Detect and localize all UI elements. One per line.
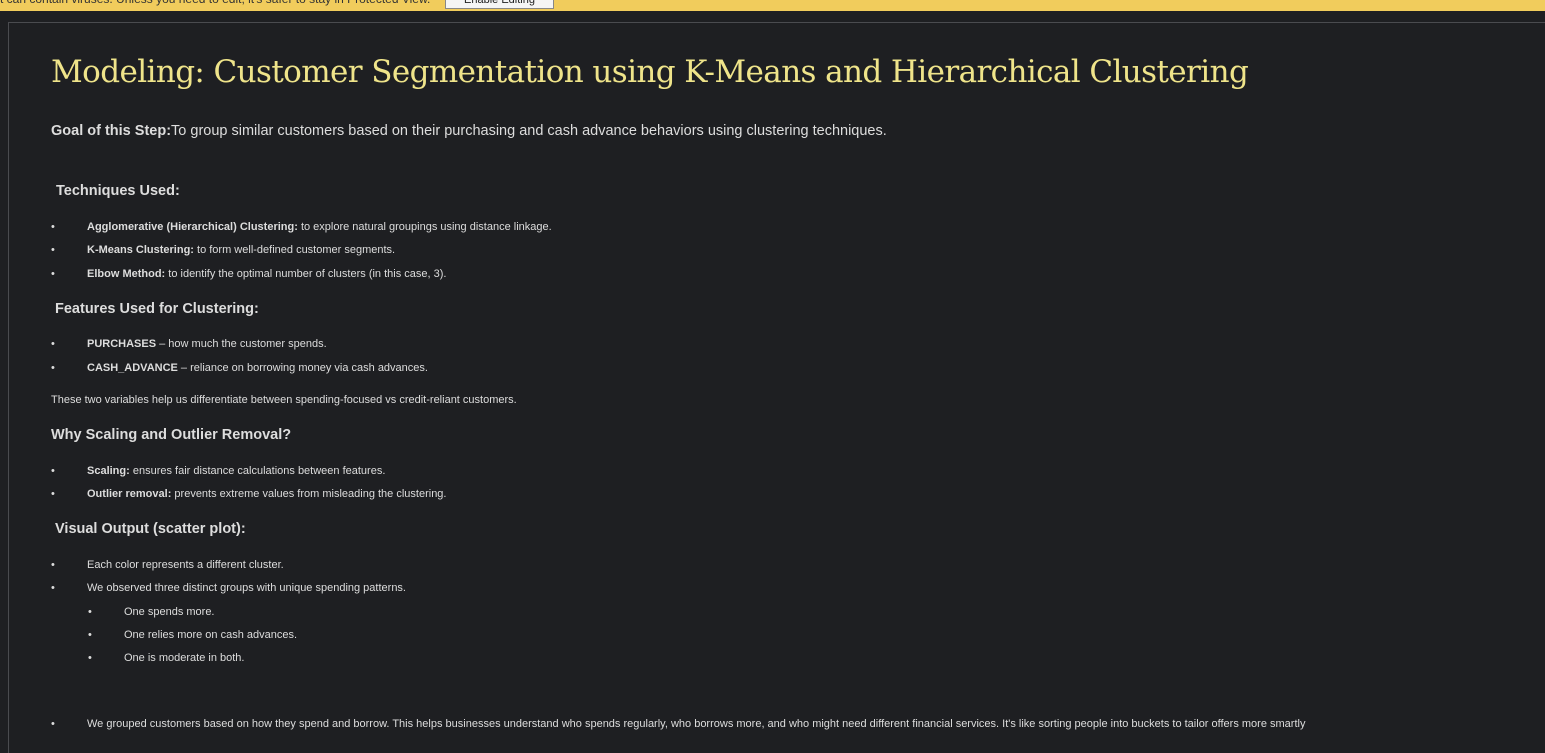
item-text: to explore natural groupings using dista… bbox=[297, 221, 552, 233]
item-label: PURCHASES bbox=[87, 338, 157, 350]
goal: Goal of this Step:To group similar custo… bbox=[51, 123, 887, 139]
item-label: Scaling: bbox=[87, 465, 130, 477]
goal-text: To group similar customers based on thei… bbox=[171, 123, 887, 139]
list-item: CASH_ADVANCE – reliance on borrowing mon… bbox=[51, 360, 428, 376]
item-label: Outlier removal: bbox=[87, 488, 172, 500]
item-label: Agglomerative (Hierarchical) Clustering: bbox=[87, 221, 298, 233]
item-text: ensures fair distance calculations betwe… bbox=[129, 465, 386, 477]
goal-label: Goal of this Step: bbox=[51, 123, 172, 139]
list-item: K-Means Clustering: to form well-defined… bbox=[51, 242, 396, 258]
item-text: prevents extreme values from misleading … bbox=[171, 488, 447, 500]
sub-item: One relies more on cash advances. bbox=[88, 627, 297, 643]
sub-item: One spends more. bbox=[88, 604, 214, 620]
list-item: Each color represents a different cluste… bbox=[51, 557, 284, 573]
list-item: We observed three distinct groups with u… bbox=[51, 580, 406, 596]
protected-view-bar: t can contain viruses. Unless you need t… bbox=[0, 0, 1545, 11]
heading: Features Used for Clustering: bbox=[55, 301, 259, 317]
item-label: Elbow Method: bbox=[87, 268, 166, 280]
item-text: – reliance on borrowing money via cash a… bbox=[177, 362, 428, 374]
summary: We grouped customers based on how they s… bbox=[51, 716, 1305, 732]
item-text: to form well-defined customer segments. bbox=[193, 244, 396, 256]
item-label: K-Means Clustering: bbox=[87, 244, 194, 256]
item-label: CASH_ADVANCE bbox=[87, 362, 178, 374]
item-text: to identify the optimal number of cluste… bbox=[165, 268, 447, 280]
heading: Techniques Used: bbox=[56, 183, 180, 199]
bar-message: t can contain viruses. Unless you need t… bbox=[0, 0, 430, 6]
list-item: Agglomerative (Hierarchical) Clustering:… bbox=[51, 219, 552, 235]
list-item: PURCHASES – how much the customer spends… bbox=[51, 336, 327, 352]
sub-item: One is moderate in both. bbox=[88, 650, 245, 666]
enable-editing-button[interactable]: Enable Editing bbox=[445, 0, 554, 9]
document-panel bbox=[8, 22, 1545, 753]
list-item: Elbow Method: to identify the optimal nu… bbox=[51, 266, 447, 282]
heading: Visual Output (scatter plot): bbox=[55, 521, 246, 537]
list-item: Scaling: ensures fair distance calculati… bbox=[51, 463, 386, 479]
item-text: – how much the customer spends. bbox=[156, 338, 327, 350]
list-item: Outlier removal: prevents extreme values… bbox=[51, 486, 447, 502]
title: Modeling: Customer Segmentation using K-… bbox=[51, 54, 1249, 90]
heading: Why Scaling and Outlier Removal? bbox=[51, 427, 292, 443]
note: These two variables help us differentiat… bbox=[51, 394, 517, 406]
